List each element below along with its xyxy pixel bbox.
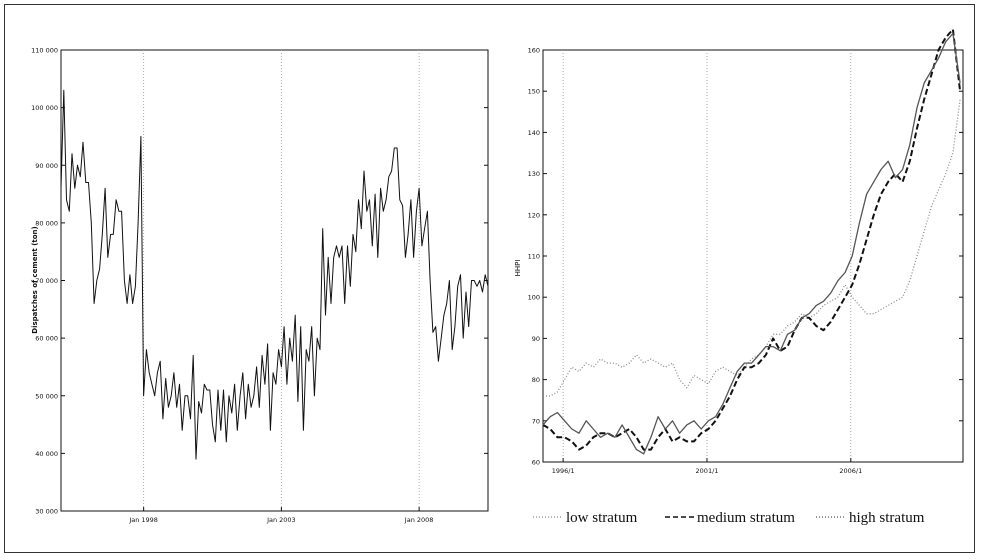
right-y-axis-ticks: 60 70 80 90 100 110 120 130 140 150 160 <box>528 47 963 467</box>
right-y-axis-label: HHPI <box>514 260 522 277</box>
y-tick-label: 110 000 <box>31 47 58 55</box>
x-tick-label: 2006/1 <box>839 467 862 475</box>
y-tick-label: 70 <box>532 417 540 425</box>
legend-label-low: low stratum <box>566 510 638 526</box>
x-tick-label: Jan 1998 <box>128 516 158 524</box>
left-x-axis-ticks: Jan 1998 Jan 2003 Jan 2008 <box>128 507 433 524</box>
y-tick-label: 80 000 <box>35 219 58 227</box>
x-tick-label: Jan 2008 <box>404 516 434 524</box>
legend-item-low: low stratum <box>533 510 638 526</box>
left-plot-area <box>60 49 489 512</box>
y-tick-label: 70 000 <box>35 277 58 285</box>
left-y-axis-label: Dispatches of cement (ton) <box>31 226 39 333</box>
legend-label-high: high stratum <box>849 510 925 526</box>
y-tick-label: 60 <box>532 459 540 467</box>
y-tick-label: 60 000 <box>35 335 58 343</box>
left-y-axis-ticks: 30 000 40 000 50 000 60 000 70 000 80 000 90 0… <box>31 47 488 516</box>
y-tick-label: 100 <box>528 294 540 302</box>
series-line-medium-stratum <box>542 28 962 451</box>
y-tick-label: 90 000 <box>35 162 58 170</box>
y-tick-label: 130 <box>528 170 540 178</box>
right-gridlines <box>562 50 852 462</box>
series-line-high-stratum <box>542 32 961 455</box>
legend-label-medium: medium stratum <box>697 510 795 526</box>
left-gridlines <box>143 50 420 511</box>
y-tick-label: 140 <box>528 129 540 137</box>
y-tick-label: 80 <box>532 376 540 384</box>
y-tick-label: 90 <box>532 335 540 343</box>
series-line-cement-0 <box>60 89 489 460</box>
y-tick-label: 160 <box>528 47 540 55</box>
y-tick-label: 40 000 <box>35 450 58 458</box>
hhpi-chart: 60 70 80 90 100 110 120 130 140 150 160 1996/1 2001… <box>514 28 964 475</box>
y-tick-label: 120 <box>528 211 540 219</box>
left-series-group <box>60 89 489 460</box>
legend: low stratum medium stratum high stratum <box>533 510 925 526</box>
y-tick-label: 150 <box>528 88 540 96</box>
right-x-axis-ticks: 1996/1 2001/1 2006/1 <box>552 458 862 475</box>
legend-item-high: high stratum <box>816 510 925 526</box>
y-tick-label: 110 <box>528 253 540 261</box>
series-line-low-stratum <box>543 99 961 397</box>
right-series-group <box>542 28 962 455</box>
x-tick-label: 2001/1 <box>696 467 719 475</box>
cement-dispatch-chart: 30 000 40 000 50 000 60 000 70 000 80 000 90 0… <box>31 47 489 524</box>
legend-item-medium: medium stratum <box>665 510 795 526</box>
x-tick-label: Jan 2003 <box>266 516 296 524</box>
y-tick-label: 30 000 <box>35 508 58 516</box>
y-tick-label: 50 000 <box>35 392 58 400</box>
y-tick-label: 100 000 <box>31 104 58 112</box>
x-tick-label: 1996/1 <box>552 467 575 475</box>
right-plot-area <box>542 49 964 463</box>
